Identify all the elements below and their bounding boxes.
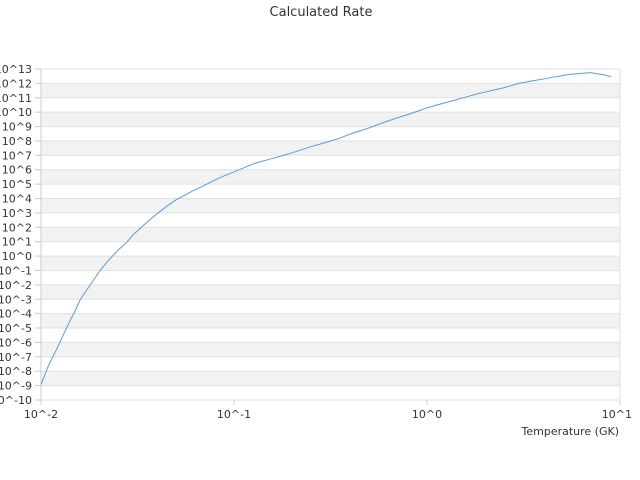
grid-band bbox=[41, 198, 620, 213]
y-tick-label: 10^2 bbox=[2, 221, 32, 234]
y-tick-label: 10^-10 bbox=[0, 394, 32, 407]
y-tick-label: 10^-9 bbox=[0, 380, 32, 393]
grid-band bbox=[41, 140, 620, 156]
y-tick-label: 10^11 bbox=[0, 92, 32, 105]
y-tick-label: 10^5 bbox=[2, 178, 32, 191]
y-tick-label: 10^-1 bbox=[0, 264, 32, 277]
y-tick-label: 10^-2 bbox=[0, 279, 32, 292]
grid-band bbox=[41, 256, 620, 271]
y-tick-label: 10^-6 bbox=[0, 336, 32, 349]
chart-title: Calculated Rate bbox=[270, 5, 373, 20]
series-line bbox=[40, 72, 612, 385]
x-axis-ticks: 10^-2 10^-1 10^0 10^1 bbox=[24, 408, 632, 421]
y-tick-label: 10^0 bbox=[2, 250, 32, 263]
x-tick-label: 10^1 bbox=[602, 408, 632, 421]
y-tick-label: 10^6 bbox=[2, 164, 32, 177]
x-axis-label: Temperature (GK) bbox=[521, 425, 620, 438]
y-tick-label: 10^1 bbox=[2, 236, 32, 249]
y-tick-label: 10^10 bbox=[0, 106, 32, 119]
y-tick-label: 10^-8 bbox=[0, 365, 32, 378]
y-tick-label: 10^12 bbox=[0, 77, 32, 90]
grid-lines bbox=[35, 68, 621, 405]
grid-band bbox=[41, 112, 620, 127]
grid-band bbox=[41, 284, 620, 300]
x-tick-label: 10^-2 bbox=[24, 408, 58, 421]
y-tick-label: 10^-7 bbox=[0, 351, 32, 364]
grid-band bbox=[41, 371, 620, 386]
x-tick-label: 10^-1 bbox=[217, 408, 251, 421]
grid-bands bbox=[41, 83, 620, 386]
series-group bbox=[40, 72, 612, 385]
y-tick-label: 10^13 bbox=[0, 63, 32, 76]
grid-band bbox=[41, 169, 620, 185]
grid-band bbox=[41, 83, 620, 98]
y-tick-label: 10^-3 bbox=[0, 293, 32, 306]
grid-band bbox=[41, 342, 620, 357]
y-tick-label: 10^-5 bbox=[0, 322, 32, 335]
y-tick-label: 10^9 bbox=[2, 121, 32, 134]
y-tick-label: 10^-4 bbox=[0, 308, 32, 321]
grid-band bbox=[41, 313, 620, 329]
y-tick-label: 10^3 bbox=[2, 207, 32, 220]
x-tick-label: 10^0 bbox=[412, 408, 442, 421]
grid-band bbox=[41, 227, 620, 242]
y-tick-label: 10^7 bbox=[2, 149, 32, 162]
y-tick-label: 10^8 bbox=[2, 135, 32, 148]
y-tick-label: 10^4 bbox=[2, 193, 32, 206]
